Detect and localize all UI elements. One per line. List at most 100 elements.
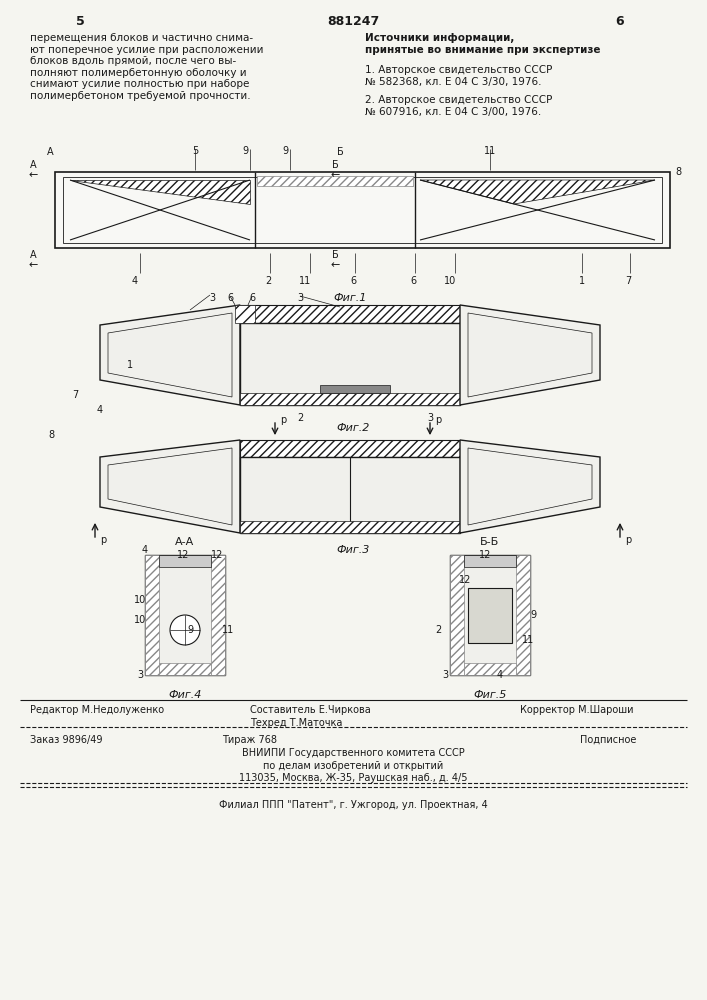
Text: 4: 4: [132, 276, 138, 286]
Text: Тираж 768: Тираж 768: [223, 735, 278, 745]
Bar: [464, 663, 516, 675]
Polygon shape: [240, 393, 460, 405]
Text: 9: 9: [242, 146, 248, 156]
Bar: [464, 555, 516, 567]
Polygon shape: [240, 440, 460, 457]
Text: Редактор М.Недолуженко: Редактор М.Недолуженко: [30, 705, 164, 715]
Text: 6: 6: [227, 293, 233, 303]
Text: Фиг.5: Фиг.5: [473, 690, 507, 700]
Text: 9: 9: [530, 610, 536, 620]
Text: ←: ←: [28, 170, 37, 180]
Text: 2: 2: [435, 625, 441, 635]
Text: 4: 4: [497, 670, 503, 680]
Text: Фиг.2: Фиг.2: [337, 423, 370, 433]
Bar: [145, 555, 225, 675]
Text: 3: 3: [137, 670, 143, 680]
Text: 4: 4: [97, 405, 103, 415]
Text: 4: 4: [142, 545, 148, 555]
Text: Техред Т.Маточка: Техред Т.Маточка: [250, 718, 342, 728]
Text: 6: 6: [350, 276, 356, 286]
Text: 3: 3: [209, 293, 215, 303]
Text: Подписное: Подписное: [580, 735, 636, 745]
Text: Фиг.1: Фиг.1: [333, 293, 367, 303]
Text: ←: ←: [330, 260, 339, 270]
Text: 2. Авторское свидетельство СССР
№ 607916, кл. Е 04 С 3/00, 1976.: 2. Авторское свидетельство СССР № 607916…: [365, 95, 552, 117]
Polygon shape: [240, 323, 460, 405]
Text: ←: ←: [330, 170, 339, 180]
Text: 6: 6: [616, 15, 624, 28]
Text: А: А: [47, 147, 53, 157]
Text: 5: 5: [76, 15, 84, 28]
Polygon shape: [240, 521, 460, 533]
Text: Б-Б: Б-Б: [480, 537, 500, 547]
Polygon shape: [320, 385, 390, 393]
Text: 113035, Москва, Ж-35, Раушская наб., д. 4/5: 113035, Москва, Ж-35, Раушская наб., д. …: [239, 773, 467, 783]
Text: 1. Авторское свидетельство СССР
№ 582368, кл. Е 04 С 3/30, 1976.: 1. Авторское свидетельство СССР № 582368…: [365, 65, 552, 87]
Text: Корректор М.Шароши: Корректор М.Шароши: [520, 705, 633, 715]
Text: р: р: [100, 535, 106, 545]
Text: Фиг.3: Фиг.3: [337, 545, 370, 555]
Text: 3: 3: [297, 293, 303, 303]
Bar: [63, 177, 662, 243]
Text: 6: 6: [410, 276, 416, 286]
Text: 1: 1: [127, 360, 133, 370]
Bar: [257, 176, 413, 186]
Text: Составитель Е.Чиркова: Составитель Е.Чиркова: [250, 705, 370, 715]
Text: 12: 12: [479, 550, 491, 560]
Polygon shape: [240, 457, 460, 533]
Text: 2: 2: [297, 413, 303, 423]
Text: А-А: А-А: [175, 537, 194, 547]
Text: 3: 3: [427, 413, 433, 423]
Text: 6: 6: [249, 293, 255, 303]
Text: 11: 11: [522, 635, 534, 645]
Text: 8: 8: [48, 430, 54, 440]
Text: 3: 3: [442, 670, 448, 680]
Bar: [516, 555, 530, 675]
Text: ВНИИПИ Государственного комитета СССР: ВНИИПИ Государственного комитета СССР: [242, 748, 464, 758]
Text: Заказ 9896/49: Заказ 9896/49: [30, 735, 103, 745]
Text: 10: 10: [134, 595, 146, 605]
Text: 7: 7: [625, 276, 631, 286]
Text: Источники информации,
принятые во внимание при экспертизе: Источники информации, принятые во вниман…: [365, 33, 600, 55]
Text: 11: 11: [222, 625, 234, 635]
Bar: [450, 555, 464, 675]
Text: 7: 7: [72, 390, 78, 400]
Text: ←: ←: [28, 260, 37, 270]
Circle shape: [170, 615, 200, 645]
Polygon shape: [100, 440, 240, 533]
Text: 10: 10: [134, 615, 146, 625]
Text: Фиг.4: Фиг.4: [168, 690, 201, 700]
Polygon shape: [460, 440, 600, 533]
Bar: [450, 555, 530, 675]
Text: Б: Б: [332, 160, 339, 170]
Text: 2: 2: [265, 276, 271, 286]
Polygon shape: [240, 305, 460, 323]
Text: 10: 10: [444, 276, 456, 286]
Text: А: А: [30, 160, 36, 170]
Polygon shape: [460, 305, 600, 405]
Text: А: А: [30, 250, 36, 260]
Text: 9: 9: [187, 625, 193, 635]
Bar: [145, 555, 159, 675]
Text: 9: 9: [282, 146, 288, 156]
Text: 8: 8: [675, 167, 681, 177]
Text: р: р: [435, 415, 441, 425]
Text: 11: 11: [484, 146, 496, 156]
Text: 5: 5: [192, 146, 198, 156]
Polygon shape: [420, 180, 655, 204]
Bar: [468, 588, 512, 643]
Text: 881247: 881247: [327, 15, 379, 28]
Bar: [159, 663, 211, 675]
Text: 12: 12: [459, 575, 471, 585]
Text: Б: Б: [332, 250, 339, 260]
Text: р: р: [280, 415, 286, 425]
Text: перемещения блоков и частично снима-
ют поперечное усилие при расположении
блоко: перемещения блоков и частично снима- ют …: [30, 33, 264, 101]
Polygon shape: [100, 305, 240, 405]
Polygon shape: [70, 180, 250, 204]
Text: 11: 11: [299, 276, 311, 286]
Text: Б: Б: [337, 147, 344, 157]
Text: 12: 12: [177, 550, 189, 560]
Bar: [159, 555, 211, 567]
Text: Филиал ППП "Патент", г. Ужгород, ул. Проектная, 4: Филиал ППП "Патент", г. Ужгород, ул. Про…: [218, 800, 487, 810]
Text: р: р: [625, 535, 631, 545]
